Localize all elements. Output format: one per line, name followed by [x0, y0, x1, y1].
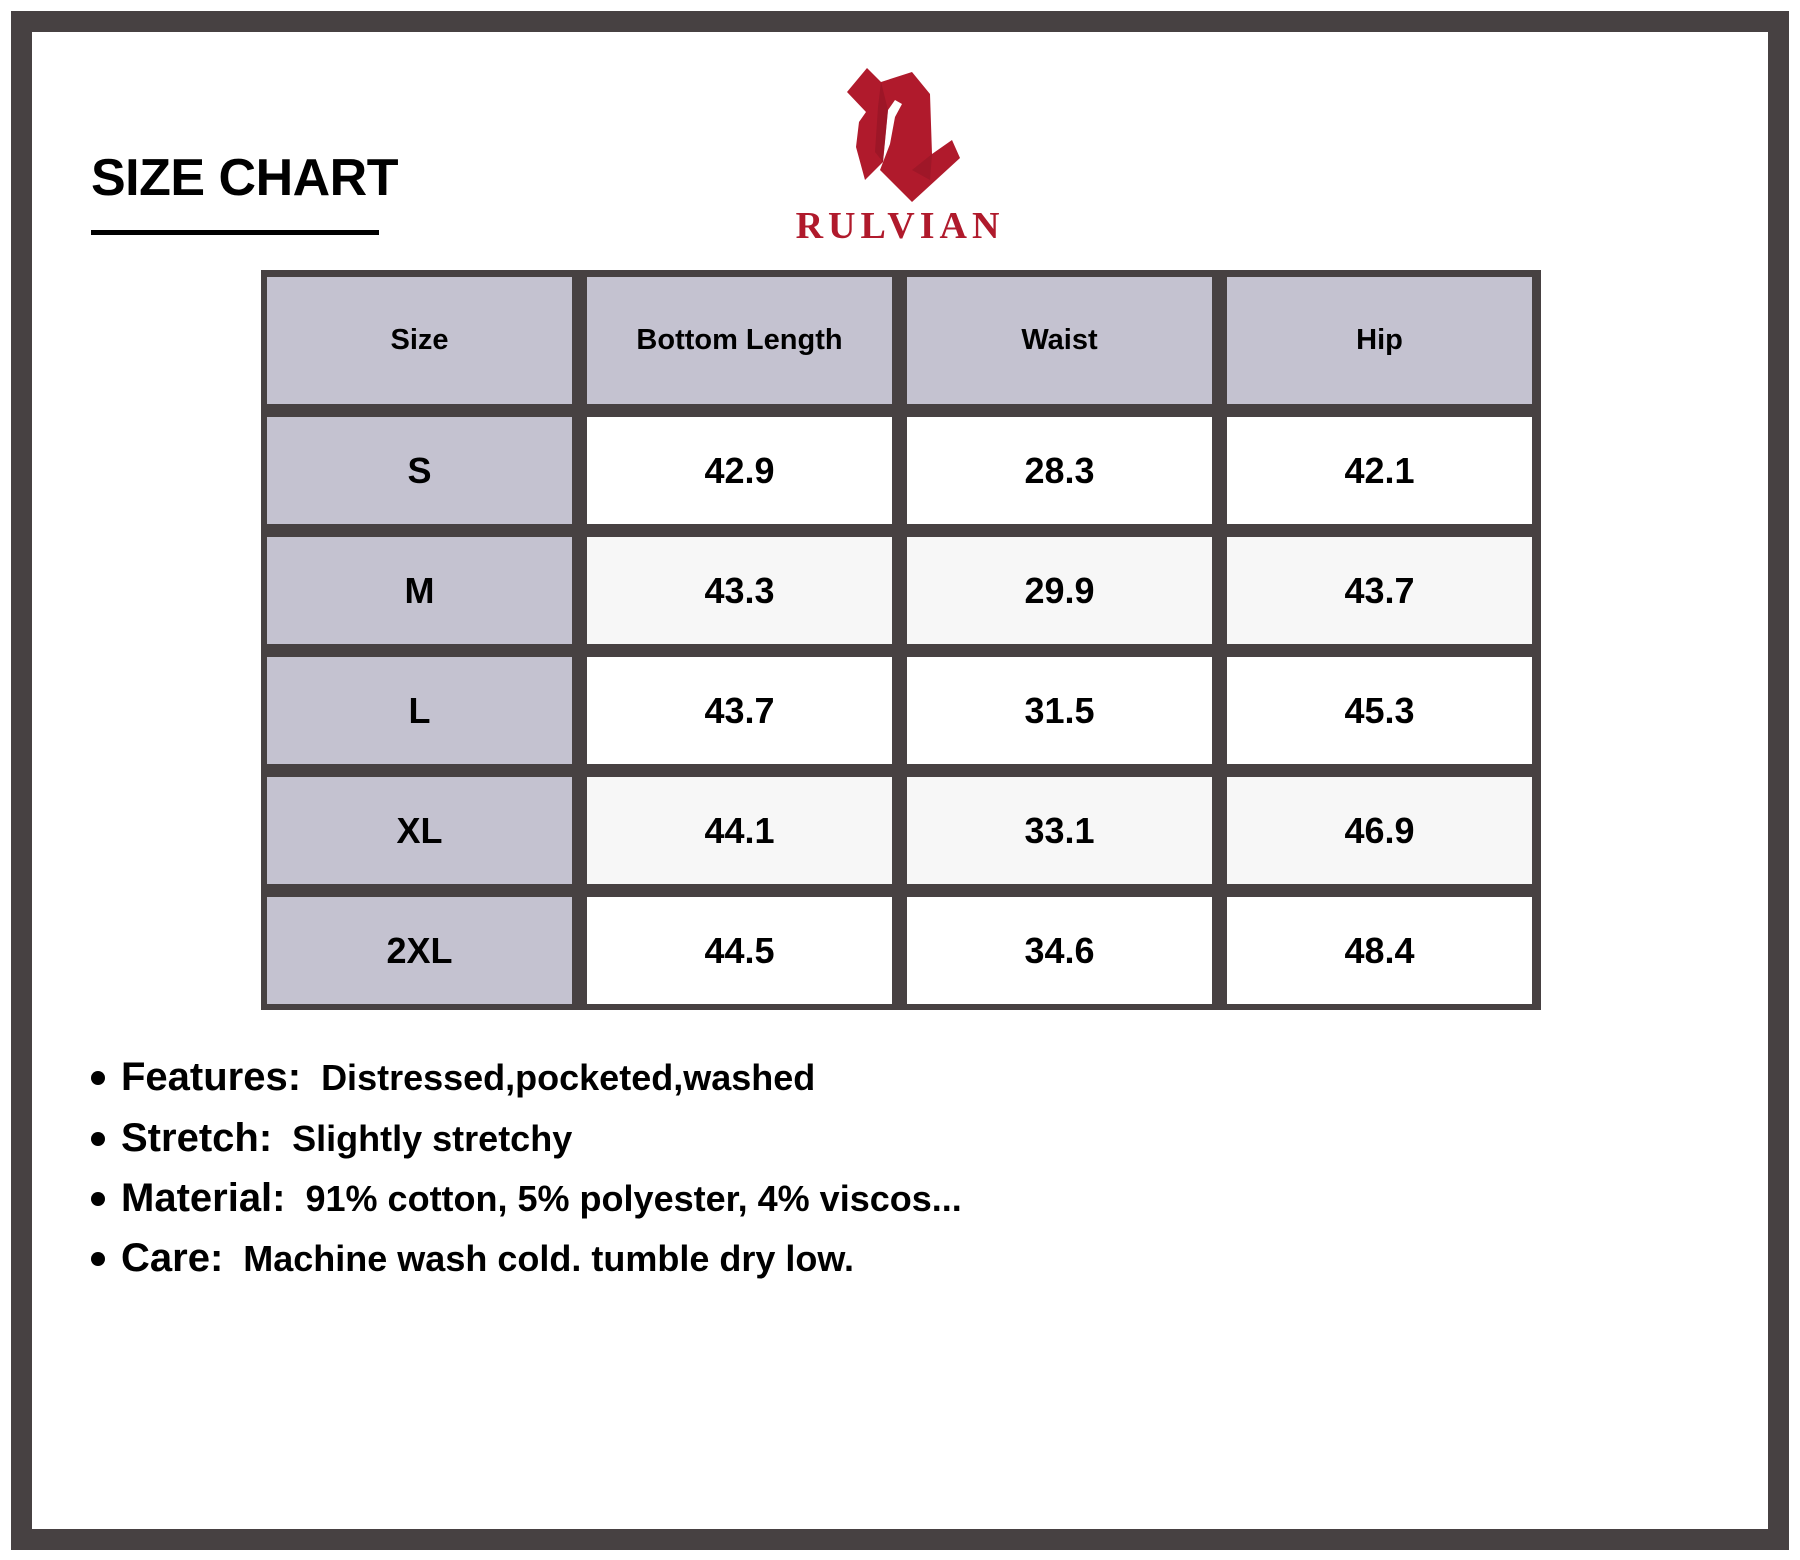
measurement-cell: 44.5 — [587, 897, 892, 1004]
size-label-cell: L — [267, 657, 572, 764]
detail-item: Stretch: Slightly stretchy — [91, 1116, 572, 1161]
column-header: Size — [267, 277, 572, 404]
measurement-cell: 43.7 — [1227, 537, 1532, 644]
measurement-cell: 48.4 — [1227, 897, 1532, 1004]
measurement-cell: 29.9 — [907, 537, 1212, 644]
detail-value: Machine wash cold. tumble dry low. — [243, 1237, 855, 1279]
column-header: Hip — [1227, 277, 1532, 404]
measurement-cell: 28.3 — [907, 417, 1212, 524]
measurement-cell: 45.3 — [1227, 657, 1532, 764]
measurement-cell: 43.7 — [587, 657, 892, 764]
page-title: SIZE CHART — [91, 149, 399, 207]
detail-item: Care: Machine wash cold. tumble dry low. — [91, 1236, 854, 1281]
size-label-cell: M — [267, 537, 572, 644]
title-underline — [91, 230, 379, 235]
column-header: Waist — [907, 277, 1212, 404]
brand-r-logo-icon — [847, 68, 960, 202]
measurement-cell: 43.3 — [587, 537, 892, 644]
measurement-cell: 33.1 — [907, 777, 1212, 884]
bullet-icon — [91, 1251, 105, 1266]
detail-label: Care: — [121, 1236, 224, 1280]
size-label-cell: S — [267, 417, 572, 524]
size-label-cell: 2XL — [267, 897, 572, 1004]
bullet-icon — [91, 1191, 105, 1206]
column-header: Bottom Length — [587, 277, 892, 404]
brand-name: RULVIAN — [795, 205, 1005, 247]
detail-value: Slightly stretchy — [292, 1117, 573, 1159]
measurement-cell: 34.6 — [907, 897, 1212, 1004]
brand-logo: RULVIAN — [780, 62, 1020, 247]
bullet-icon — [91, 1070, 105, 1085]
size-table: Size Bottom Length Waist Hip S 42.9 28.3 42.1 M 4… — [261, 270, 1541, 1010]
detail-label: Material: — [121, 1176, 286, 1220]
measurement-cell: 42.9 — [587, 417, 892, 524]
bullet-icon — [91, 1131, 105, 1146]
detail-item: Features: Distressed,pocketed,washed — [91, 1055, 815, 1100]
detail-value: Distressed,pocketed,washed — [321, 1056, 816, 1098]
size-label-cell: XL — [267, 777, 572, 884]
detail-item: Material: 91% cotton, 5% polyester, 4% vi… — [91, 1176, 962, 1221]
detail-label: Stretch: — [121, 1116, 273, 1160]
measurement-cell: 31.5 — [907, 657, 1212, 764]
measurement-cell: 42.1 — [1227, 417, 1532, 524]
detail-value: 91% cotton, 5% polyester, 4% viscos... — [305, 1177, 962, 1219]
measurement-cell: 44.1 — [587, 777, 892, 884]
measurement-cell: 46.9 — [1227, 777, 1532, 884]
detail-label: Features: — [121, 1055, 302, 1099]
